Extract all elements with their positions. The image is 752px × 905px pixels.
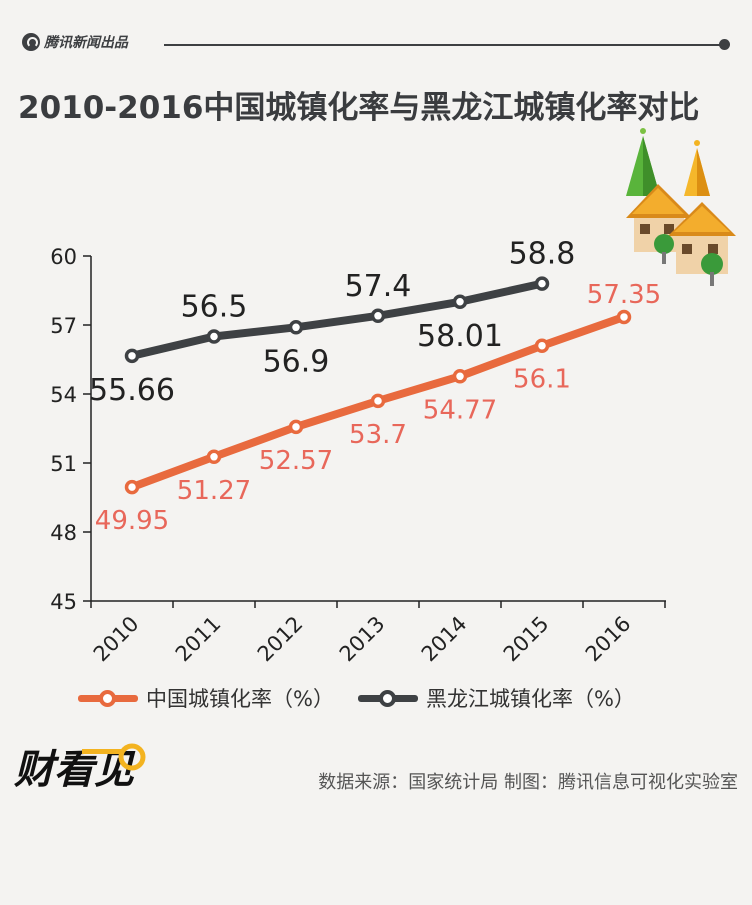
y-tick-label: 57 — [50, 314, 77, 338]
x-tick-label: 2011 — [171, 612, 226, 667]
brand-logo: 腾讯新闻出品 — [22, 32, 128, 52]
data-label-china: 53.7 — [349, 420, 407, 450]
series-layer — [124, 276, 632, 495]
x-tick-label: 2014 — [417, 612, 472, 667]
legend-item-heilongjiang: 黑龙江城镇化率（%） — [357, 683, 635, 713]
data-point-china — [124, 479, 140, 495]
data-label-heilongjiang: 58.01 — [417, 319, 503, 354]
data-point-china — [616, 309, 632, 325]
header-divider — [164, 44, 724, 46]
series-line-heilongjiang — [128, 279, 546, 360]
brand-text: 腾讯新闻出品 — [44, 35, 128, 51]
legend-label-china: 中国城镇化率（%） — [146, 687, 334, 711]
y-tick-label: 54 — [50, 383, 77, 407]
data-point-china — [534, 338, 550, 353]
data-label-heilongjiang: 56.9 — [263, 344, 330, 379]
data-label-layer: 49.95 51.27 52.57 53.7 54.77 56.1 57.35 55.66 56… — [89, 237, 661, 537]
data-label-china: 56.1 — [513, 365, 571, 395]
data-point-heilongjiang — [124, 348, 140, 364]
y-tick-label: 48 — [50, 521, 77, 545]
data-point-china — [288, 419, 304, 435]
legend-item-china: 中国城镇化率（%） — [78, 683, 334, 713]
data-label-china: 51.27 — [177, 476, 251, 506]
data-label-china: 57.35 — [587, 280, 661, 310]
x-tick-label: 2010 — [89, 612, 144, 667]
legend-label-heilongjiang: 黑龙江城镇化率（%） — [425, 687, 635, 711]
data-label-china: 49.95 — [95, 506, 169, 536]
y-tick-label: 60 — [50, 245, 77, 269]
data-point-heilongjiang — [534, 276, 550, 291]
chart-axes: 45 48 51 54 57 60 2010 2011 2012 2013 2014 2015 2016 — [50, 245, 666, 666]
data-point-china — [206, 449, 222, 465]
legend: 中国城镇化率（%） 黑龙江城镇化率（%） — [78, 683, 659, 713]
data-label-heilongjiang: 56.5 — [181, 290, 248, 325]
y-tick-label: 51 — [50, 452, 77, 476]
houses-illustration — [626, 128, 736, 286]
chart-title: 2010-2016中国城镇化率与黑龙江城镇化率对比 — [18, 90, 700, 126]
legend-swatch-china — [78, 689, 138, 707]
data-point-heilongjiang — [288, 320, 304, 335]
data-point-china — [452, 369, 468, 384]
caikanjian-logo: 财看见 — [14, 743, 146, 793]
y-tick-label: 45 — [50, 590, 77, 614]
caikanjian-logo-text: 财看见 — [14, 747, 136, 793]
data-point-heilongjiang — [370, 308, 386, 324]
data-point-heilongjiang — [206, 329, 222, 344]
data-label-heilongjiang: 58.8 — [509, 237, 576, 272]
x-tick-label: 2012 — [253, 612, 308, 667]
data-point-china — [370, 393, 386, 409]
data-point-heilongjiang — [452, 294, 468, 310]
data-label-china: 54.77 — [423, 395, 497, 425]
data-label-heilongjiang: 57.4 — [345, 269, 412, 304]
legend-swatch-heilongjiang — [357, 689, 418, 707]
x-tick-label: 2015 — [499, 612, 554, 667]
tencent-news-icon — [22, 33, 40, 51]
x-tick-label: 2013 — [335, 612, 390, 667]
header-bar: 腾讯新闻出品 — [22, 28, 734, 58]
source-note: 数据来源：国家统计局 制图：腾讯信息可视化实验室 — [318, 772, 738, 793]
data-label-heilongjiang: 55.66 — [89, 373, 175, 408]
x-tick-label: 2016 — [581, 612, 636, 667]
data-label-china: 52.57 — [259, 446, 333, 476]
header-divider-dot — [719, 39, 730, 50]
